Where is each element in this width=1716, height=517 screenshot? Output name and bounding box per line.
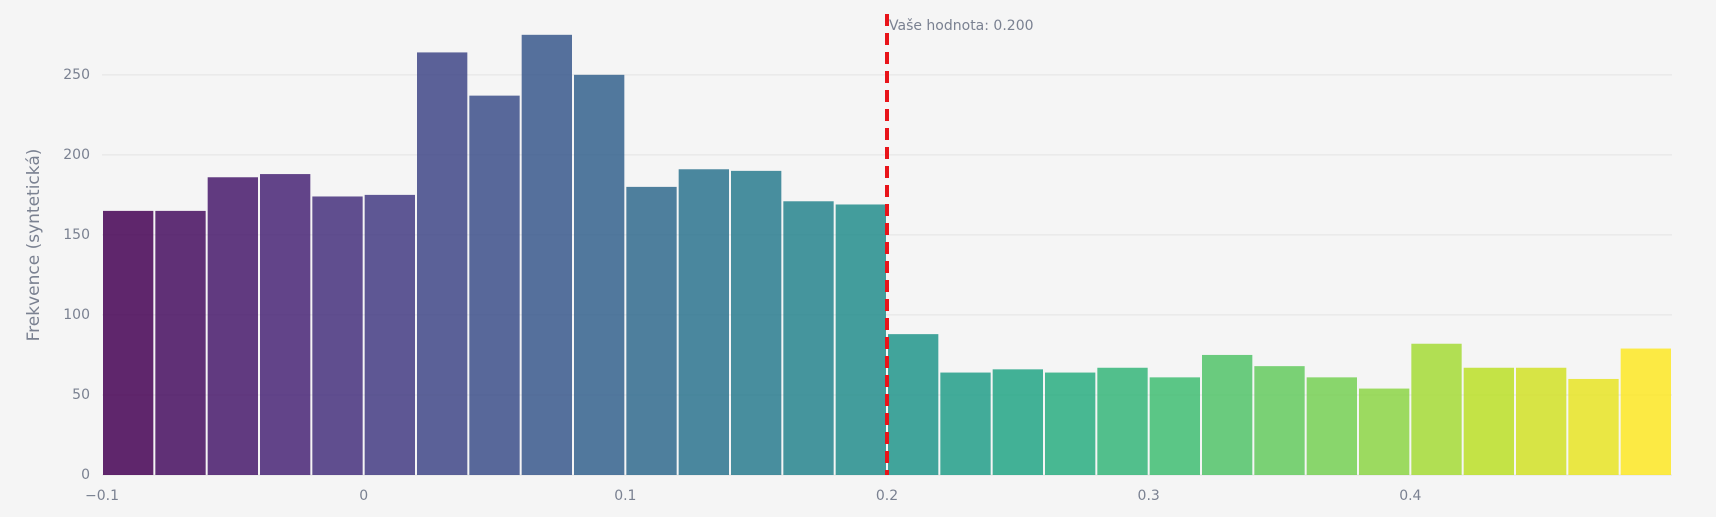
y-tick-label: 200 — [63, 147, 90, 163]
x-tick-label: 0 — [359, 488, 368, 504]
bar — [469, 95, 520, 476]
bar — [1463, 367, 1514, 475]
bar — [783, 201, 834, 475]
bar — [1045, 372, 1096, 475]
bar — [731, 170, 782, 476]
bar — [888, 334, 939, 475]
bar — [1411, 343, 1462, 475]
x-tick-label: 0.1 — [614, 488, 636, 504]
bar — [1306, 377, 1357, 475]
bar — [207, 177, 258, 476]
y-tick-label: 100 — [63, 307, 90, 323]
bar — [364, 194, 415, 475]
bar — [103, 210, 154, 475]
bar — [940, 372, 991, 475]
bar — [417, 52, 468, 476]
bar — [626, 186, 677, 475]
bar — [312, 196, 363, 475]
bar — [1516, 367, 1567, 475]
bar — [260, 174, 311, 475]
x-tick-label: −0.1 — [85, 488, 119, 504]
bar — [678, 169, 729, 475]
bar — [574, 74, 625, 475]
x-tick-label: 0.4 — [1399, 488, 1421, 504]
y-tick-label: 150 — [63, 227, 90, 243]
bar — [155, 210, 206, 475]
reference-label: Vaše hodnota: 0.200 — [889, 18, 1034, 34]
bar — [1620, 348, 1671, 475]
bar — [1149, 377, 1200, 475]
bar — [1254, 366, 1305, 475]
x-tick-label: 0.2 — [876, 488, 898, 504]
bar — [1202, 354, 1253, 475]
bar — [1097, 367, 1148, 475]
y-tick-label: 0 — [81, 467, 90, 483]
y-tick-label: 250 — [63, 67, 90, 83]
y-tick-label: 50 — [72, 387, 90, 403]
bar — [992, 369, 1043, 475]
bar — [1568, 378, 1619, 475]
bar — [1359, 388, 1410, 475]
bar — [521, 34, 572, 476]
x-tick-label: 0.3 — [1138, 488, 1160, 504]
y-axis-label: Frekvence (syntetická) — [24, 149, 44, 342]
bar — [835, 204, 886, 475]
